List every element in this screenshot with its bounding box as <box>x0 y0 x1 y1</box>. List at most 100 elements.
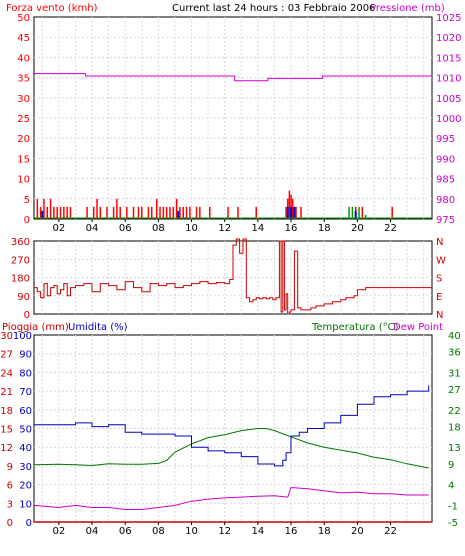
temperature-y-tick-label: 31 <box>448 368 461 379</box>
temperature-y-tick-label: -5 <box>448 518 458 529</box>
rain-label: Pioggia (mm) <box>2 322 69 333</box>
temperature-label: Temperatura (°C) <box>311 322 399 333</box>
rain-humidity-x-tick-label: 20 <box>351 526 364 537</box>
wind-pressure-x-tick-label: 22 <box>384 223 397 234</box>
pressure-y-tick-label: 985 <box>436 175 455 186</box>
rain-humidity-x-tick-label: 06 <box>119 526 132 537</box>
humidity-y-tick-label: 20 <box>19 481 32 492</box>
rain-y-tick-label: 15 <box>0 425 13 436</box>
wind-pressure-x-tick-label: 04 <box>86 223 99 234</box>
pressure-y-tick-label: 1020 <box>436 33 461 44</box>
humidity-y-tick-label: 80 <box>19 368 32 379</box>
temperature-y-tick-label: -1 <box>448 501 458 512</box>
direction-y-tick-label: 0 <box>24 310 30 321</box>
pressure-y-tick-label: 975 <box>436 215 455 226</box>
wind-pressure-x-tick-label: 02 <box>53 223 66 234</box>
rain-y-tick-label: 3 <box>7 499 13 510</box>
rain-y-tick-label: 12 <box>0 443 13 454</box>
humidity-line <box>34 385 430 467</box>
humidity-y-tick-label: 90 <box>19 350 32 361</box>
wind-y-tick-label: 10 <box>17 175 30 186</box>
rain-y-tick-label: 30 <box>0 331 13 342</box>
humidity-y-tick-label: 50 <box>19 425 32 436</box>
temperature-y-tick-label: 18 <box>448 422 461 433</box>
wind-pressure-x-tick-label: 10 <box>185 223 198 234</box>
direction-line <box>34 238 432 315</box>
rain-y-tick-label: 24 <box>0 368 13 379</box>
wind-y-tick-label: 20 <box>17 134 30 145</box>
wind-y-tick-label: 25 <box>17 114 30 125</box>
humidity-label: Umidita (%) <box>68 322 128 333</box>
rain-y-tick-label: 9 <box>7 462 13 473</box>
dewpoint-label: Dew Point <box>393 322 443 333</box>
dewpoint-line <box>33 486 429 510</box>
direction-y-tick-label: 180 <box>11 274 30 285</box>
wind-pressure-x-tick-label: 16 <box>285 223 298 234</box>
compass-label: N <box>436 310 443 321</box>
pressure-y-tick-label: 1010 <box>436 74 461 85</box>
humidity-y-tick-label: 40 <box>19 443 32 454</box>
pressure-label: Pressione (mb) <box>370 3 445 14</box>
temperature-y-tick-label: 40 <box>448 331 461 342</box>
wind-y-tick-label: 35 <box>17 74 30 85</box>
direction-y-tick-label: 90 <box>17 292 30 303</box>
humidity-y-tick-label: 30 <box>19 462 32 473</box>
wind-y-tick-label: 15 <box>17 154 30 165</box>
wind-label: Forza vento (kmh) <box>6 3 98 14</box>
temperature-y-tick-label: 9 <box>448 460 454 471</box>
wind-y-tick-label: 0 <box>24 215 30 226</box>
temperature-y-tick-label: 4 <box>448 481 454 492</box>
rain-humidity-x-tick-label: 12 <box>218 526 231 537</box>
wind-y-tick-label: 40 <box>17 53 30 64</box>
pressure-y-tick-label: 980 <box>436 195 455 206</box>
humidity-y-tick-label: 0 <box>26 518 32 529</box>
wind-pressure-x-tick-label: 12 <box>218 223 231 234</box>
rain-humidity-x-tick-label: 18 <box>318 526 331 537</box>
rain-humidity-x-tick-label: 04 <box>86 526 99 537</box>
rain-humidity-x-tick-label: 02 <box>53 526 66 537</box>
wind-y-tick-label: 50 <box>17 13 30 24</box>
wind-pressure-x-tick-label: 18 <box>318 223 331 234</box>
wind-y-tick-label: 5 <box>24 195 30 206</box>
chart-title: Current last 24 hours : 03 Febbraio 2006 <box>172 3 375 14</box>
wind-y-tick-label: 30 <box>17 94 30 105</box>
temperature-line <box>33 428 429 469</box>
pressure-y-tick-label: 1000 <box>436 114 461 125</box>
rain-y-tick-label: 27 <box>0 350 13 361</box>
rain-humidity-x-tick-label: 10 <box>185 526 198 537</box>
compass-label: E <box>436 292 442 303</box>
pressure-y-tick-label: 1025 <box>436 13 461 24</box>
pressure-y-tick-label: 1015 <box>436 53 461 64</box>
rain-y-tick-label: 0 <box>7 518 13 529</box>
pressure-y-tick-label: 1005 <box>436 94 461 105</box>
compass-label: S <box>436 274 442 285</box>
rain-humidity-x-tick-label: 22 <box>384 526 397 537</box>
rain-humidity-x-tick-label: 08 <box>152 526 165 537</box>
direction-y-tick-label: 270 <box>11 255 30 266</box>
pressure-line <box>34 73 432 82</box>
pressure-y-tick-label: 995 <box>436 134 455 145</box>
humidity-y-tick-label: 70 <box>19 387 32 398</box>
wind-pressure-x-tick-label: 20 <box>351 223 364 234</box>
temperature-y-tick-label: 27 <box>448 385 461 396</box>
humidity-y-tick-label: 60 <box>19 406 32 417</box>
chart-layer: 0510152025303540455097598098599099510001… <box>0 13 461 537</box>
rain-humidity-frame <box>33 334 433 523</box>
rain-y-tick-label: 21 <box>0 387 13 398</box>
rain-humidity-x-tick-label: 16 <box>285 526 298 537</box>
direction-y-tick-label: 360 <box>11 237 30 248</box>
pressure-y-tick-label: 990 <box>436 154 455 165</box>
wind-y-tick-label: 45 <box>17 33 30 44</box>
wind-pressure-x-tick-label: 14 <box>252 223 265 234</box>
wind-pressure-x-tick-label: 08 <box>152 223 165 234</box>
rain-y-tick-label: 6 <box>7 481 13 492</box>
compass-label: N <box>436 237 443 248</box>
temperature-y-tick-label: 13 <box>448 443 461 454</box>
wind-pressure-frame <box>33 16 433 220</box>
temperature-y-tick-label: 22 <box>448 406 461 417</box>
humidity-y-tick-label: 100 <box>13 331 32 342</box>
humidity-y-tick-label: 10 <box>19 499 32 510</box>
rain-humidity-x-tick-label: 14 <box>252 526 265 537</box>
